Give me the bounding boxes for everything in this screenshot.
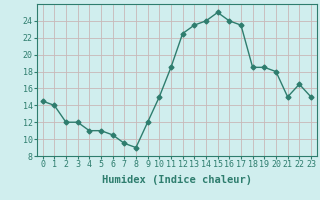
X-axis label: Humidex (Indice chaleur): Humidex (Indice chaleur) — [102, 175, 252, 185]
